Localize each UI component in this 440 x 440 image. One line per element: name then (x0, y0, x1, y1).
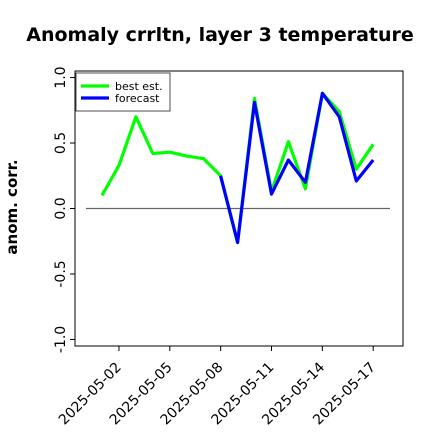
chart-title: Anomaly crrltn, layer 3 temperature (26, 24, 414, 46)
y-tick-label: -0.5 (53, 260, 69, 287)
legend: best est.forecast (75, 72, 171, 112)
y-tick-label: 0.0 (53, 197, 69, 219)
y-axis-label: anom. corr. (3, 159, 21, 254)
y-tick-label: -1.0 (53, 326, 69, 353)
series-line-forecast (219, 91, 375, 245)
series-line-best-est- (100, 91, 375, 245)
axes: -1.0-0.50.00.51.02025-05-022025-05-05202… (53, 66, 404, 428)
legend-label: best est. (115, 80, 163, 93)
y-tick-label: 0.5 (53, 132, 69, 154)
legend-label: forecast (115, 92, 160, 105)
y-tick-label: 1.0 (53, 66, 69, 88)
legend-box (75, 72, 171, 112)
plot-area (86, 91, 390, 245)
